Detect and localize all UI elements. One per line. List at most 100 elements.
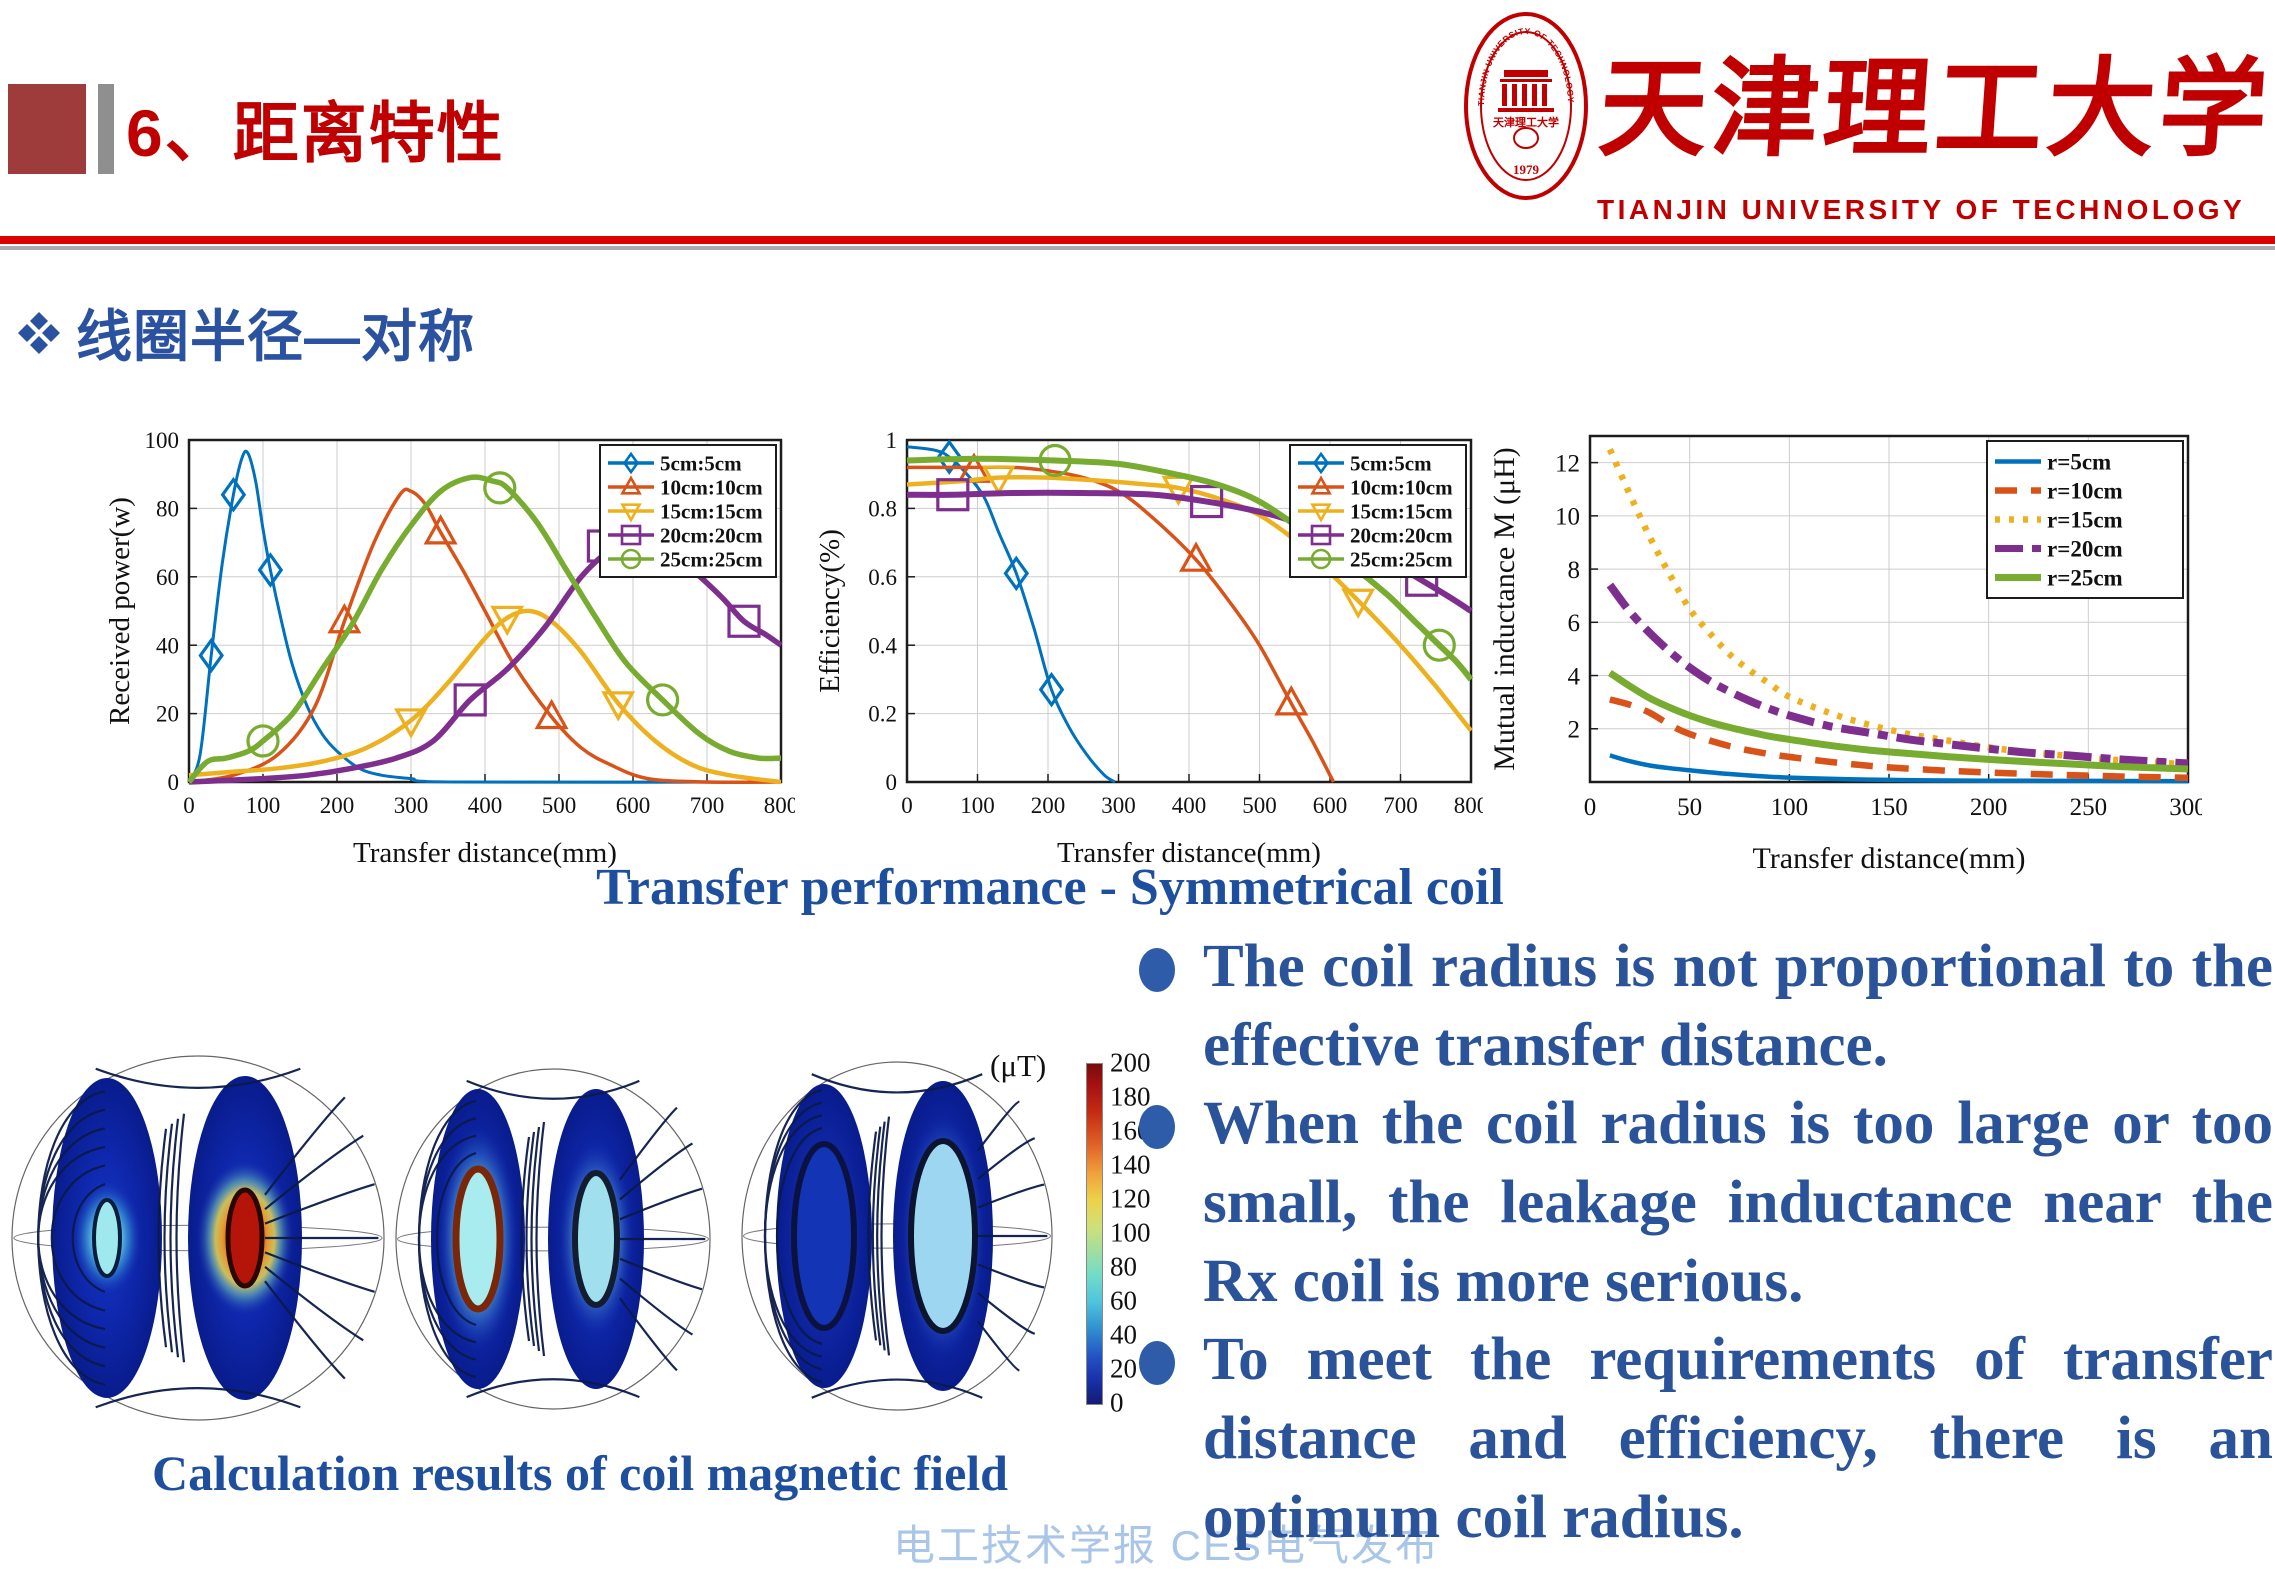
svg-text:300: 300 bbox=[1101, 793, 1136, 818]
svg-text:400: 400 bbox=[468, 793, 503, 818]
svg-text:60: 60 bbox=[156, 565, 179, 590]
svg-text:400: 400 bbox=[1172, 793, 1207, 818]
svg-text:0: 0 bbox=[1584, 794, 1597, 821]
svg-text:20: 20 bbox=[156, 702, 179, 727]
svg-text:2: 2 bbox=[1568, 717, 1581, 744]
svg-text:10cm:10cm: 10cm:10cm bbox=[1350, 475, 1453, 499]
seal-cn-name: 天津理工大学 bbox=[1493, 115, 1559, 129]
svg-text:500: 500 bbox=[542, 793, 577, 818]
bullet-dot-icon bbox=[1139, 948, 1175, 992]
bullet-item: When the coil radius is too large or too… bbox=[1137, 1085, 2273, 1321]
svg-text:600: 600 bbox=[1313, 793, 1348, 818]
svg-text:r=25cm: r=25cm bbox=[2047, 566, 2123, 591]
svg-text:80: 80 bbox=[156, 496, 179, 521]
chart-received-power: 0 100 200 300 400 500 600 700 800 0 20 40 60 80 100 Tra… bbox=[105, 428, 795, 876]
svg-text:300: 300 bbox=[394, 793, 429, 818]
colorbar-ticks: 200 180 160 140 120 100 80 60 40 20 0 bbox=[1110, 1048, 1180, 1418]
svg-text:0.6: 0.6 bbox=[868, 565, 897, 590]
svg-text:Received power(w): Received power(w) bbox=[105, 497, 136, 725]
bullet-item: To meet the requirements of transfer dis… bbox=[1137, 1321, 2273, 1557]
svg-text:0: 0 bbox=[168, 770, 180, 795]
svg-text:r=10cm: r=10cm bbox=[2047, 479, 2123, 504]
colorbar-tick: 200 bbox=[1110, 1047, 1151, 1078]
svg-text:800: 800 bbox=[764, 793, 795, 818]
svg-text:40: 40 bbox=[156, 633, 179, 658]
svg-text:0.8: 0.8 bbox=[868, 496, 897, 521]
svg-text:800: 800 bbox=[1454, 793, 1483, 818]
colorbar-tick: 140 bbox=[1110, 1149, 1151, 1180]
svg-text:15cm:15cm: 15cm:15cm bbox=[660, 499, 763, 523]
svg-text:Transfer distance(mm): Transfer distance(mm) bbox=[353, 837, 617, 869]
svg-text:0.2: 0.2 bbox=[868, 702, 897, 727]
svg-text:25cm:25cm: 25cm:25cm bbox=[660, 547, 763, 571]
svg-text:200: 200 bbox=[1031, 793, 1066, 818]
svg-text:Transfer distance(mm): Transfer distance(mm) bbox=[1057, 837, 1321, 869]
colorbar-tick: 20 bbox=[1110, 1353, 1137, 1384]
svg-text:0: 0 bbox=[183, 793, 195, 818]
diamond-bullet-icon bbox=[18, 311, 60, 354]
svg-text:200: 200 bbox=[1970, 794, 2008, 821]
svg-text:0: 0 bbox=[901, 793, 913, 818]
seal-year: 1979 bbox=[1513, 162, 1540, 177]
seal-gear-icon bbox=[1513, 127, 1540, 149]
svg-text:r=5cm: r=5cm bbox=[2047, 450, 2111, 475]
seal-building-icon bbox=[1498, 70, 1554, 112]
svg-text:100: 100 bbox=[1771, 794, 1809, 821]
svg-text:r=15cm: r=15cm bbox=[2047, 508, 2123, 533]
svg-text:0.4: 0.4 bbox=[868, 633, 897, 658]
svg-text:700: 700 bbox=[690, 793, 725, 818]
university-calligraphy: 天津理工大学 bbox=[1595, 51, 2275, 170]
bullet-text: When the coil radius is too large or too… bbox=[1203, 1090, 2273, 1315]
section-heading: 线圈半径—对称 bbox=[76, 305, 475, 368]
svg-text:300: 300 bbox=[2169, 794, 2202, 821]
section-heading-row: 线圈半径—对称 bbox=[16, 292, 475, 373]
field-caption: Calculation results of coil magnetic fie… bbox=[152, 1445, 1008, 1501]
svg-text:Transfer distance(mm): Transfer distance(mm) bbox=[1753, 842, 2026, 875]
university-seal-icon: TIANJIN UNIVERSITY OF TECHNOLOGY 天津理工大学 … bbox=[1464, 12, 1588, 200]
svg-text:Efficiency(%): Efficiency(%) bbox=[815, 529, 846, 693]
svg-text:100: 100 bbox=[960, 793, 995, 818]
header-rule-gray bbox=[0, 246, 2275, 250]
svg-text:r=20cm: r=20cm bbox=[2047, 537, 2123, 562]
charts-caption: Transfer performance - Symmetrical coil bbox=[596, 859, 1504, 916]
colorbar-tick: 80 bbox=[1110, 1251, 1137, 1282]
colorbar-tick: 100 bbox=[1110, 1217, 1151, 1248]
colorbar bbox=[1086, 1063, 1103, 1405]
header-accent-bar bbox=[98, 84, 114, 174]
svg-text:50: 50 bbox=[1677, 794, 1702, 821]
svg-text:0: 0 bbox=[886, 770, 898, 795]
bullet-text: The coil radius is not proportional to t… bbox=[1203, 933, 2273, 1079]
svg-text:10cm:10cm: 10cm:10cm bbox=[660, 475, 763, 499]
colorbar-tick: 120 bbox=[1110, 1183, 1151, 1214]
bullet-text: To meet the requirements of transfer dis… bbox=[1203, 1326, 2273, 1551]
field-image-medium-coil bbox=[395, 1068, 711, 1410]
svg-text:4: 4 bbox=[1568, 663, 1581, 690]
bullet-item: The coil radius is not proportional to t… bbox=[1137, 928, 2273, 1085]
colorbar-tick: 60 bbox=[1110, 1285, 1137, 1316]
svg-text:10: 10 bbox=[1555, 504, 1580, 531]
svg-text:Mutual inductance M (μH): Mutual inductance M (μH) bbox=[1490, 447, 1521, 771]
svg-text:200: 200 bbox=[320, 793, 355, 818]
header-rule-red bbox=[0, 236, 2275, 244]
svg-text:12: 12 bbox=[1555, 450, 1580, 477]
svg-text:1: 1 bbox=[886, 428, 898, 453]
colorbar-tick: 0 bbox=[1110, 1387, 1124, 1418]
watermark: 电工技术学报 CES电气发布 bbox=[893, 1522, 1440, 1569]
svg-text:6: 6 bbox=[1568, 610, 1581, 637]
svg-text:5cm:5cm: 5cm:5cm bbox=[1350, 451, 1432, 475]
svg-text:100: 100 bbox=[246, 793, 281, 818]
bullet-list: The coil radius is not proportional to t… bbox=[1137, 928, 2273, 1558]
svg-text:20cm:20cm: 20cm:20cm bbox=[1350, 523, 1453, 547]
colorbar-unit-label: (μT) bbox=[990, 1048, 1047, 1083]
svg-text:15cm:15cm: 15cm:15cm bbox=[1350, 499, 1453, 523]
svg-text:100: 100 bbox=[145, 428, 180, 453]
field-image-large-coil bbox=[741, 1061, 1053, 1411]
chart-mutual-inductance: 0 50 100 150 200 250 300 2 4 6 8 10 12 Transfer dista… bbox=[1490, 420, 2202, 882]
header-accent-square bbox=[8, 84, 86, 174]
field-image-small-coil bbox=[11, 1055, 385, 1421]
bullet-dot-icon bbox=[1139, 1105, 1175, 1150]
university-name-en: TIANJIN UNIVERSITY OF TECHNOLOGY bbox=[1597, 194, 2246, 225]
page-title: 6、距离特性 bbox=[126, 96, 505, 170]
svg-text:700: 700 bbox=[1383, 793, 1418, 818]
